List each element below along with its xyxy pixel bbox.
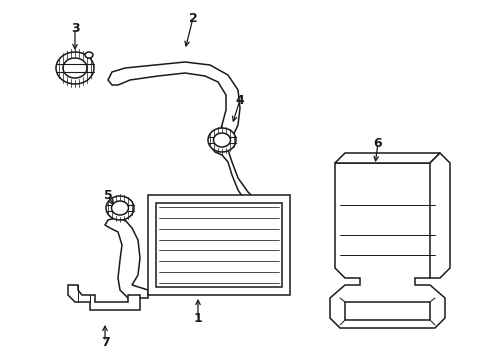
Polygon shape — [212, 140, 285, 222]
Polygon shape — [148, 195, 290, 295]
Text: 1: 1 — [194, 311, 202, 324]
Ellipse shape — [56, 52, 94, 84]
Polygon shape — [345, 302, 430, 320]
Text: 7: 7 — [100, 336, 109, 348]
Polygon shape — [68, 285, 140, 310]
Ellipse shape — [106, 196, 134, 220]
Polygon shape — [430, 153, 450, 278]
Polygon shape — [335, 153, 440, 163]
Text: 2: 2 — [189, 12, 197, 24]
Polygon shape — [108, 62, 240, 142]
Ellipse shape — [63, 58, 87, 78]
Text: 6: 6 — [374, 136, 382, 149]
Ellipse shape — [208, 128, 236, 152]
Ellipse shape — [112, 201, 128, 215]
Text: 3: 3 — [71, 22, 79, 35]
Text: 5: 5 — [103, 189, 112, 202]
Polygon shape — [330, 163, 445, 328]
Polygon shape — [105, 218, 148, 298]
Ellipse shape — [85, 52, 93, 58]
Ellipse shape — [214, 133, 230, 147]
Text: 4: 4 — [236, 94, 245, 107]
Polygon shape — [156, 203, 282, 287]
